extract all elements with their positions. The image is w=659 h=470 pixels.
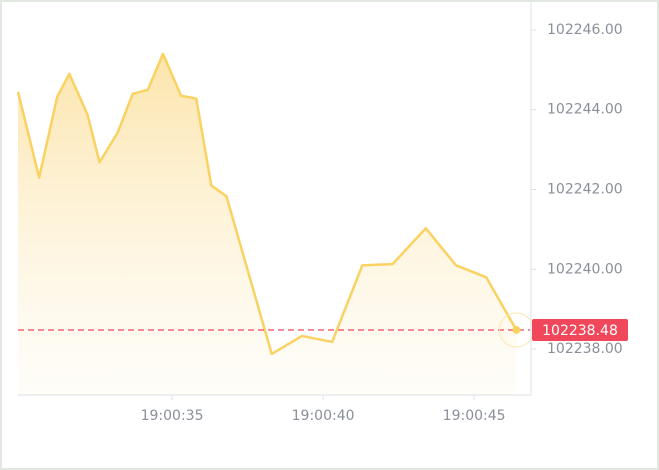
y-tick-label: 102238.00 xyxy=(547,341,623,357)
y-tick-label: 102240.00 xyxy=(547,261,623,277)
last-price-label: 102238.48 xyxy=(542,323,618,339)
last-point xyxy=(512,325,521,334)
last-price-badge xyxy=(532,318,628,341)
y-tick-label: 102242.00 xyxy=(547,182,623,198)
x-tick-label: 19:00:35 xyxy=(141,408,204,424)
y-tick-label: 102246.00 xyxy=(547,22,623,38)
x-tick-label: 19:00:45 xyxy=(443,408,506,424)
y-tick-label: 102244.00 xyxy=(547,102,623,118)
area xyxy=(18,53,517,396)
x-tick-label: 19:00:40 xyxy=(292,408,355,424)
price-line xyxy=(16,52,518,356)
